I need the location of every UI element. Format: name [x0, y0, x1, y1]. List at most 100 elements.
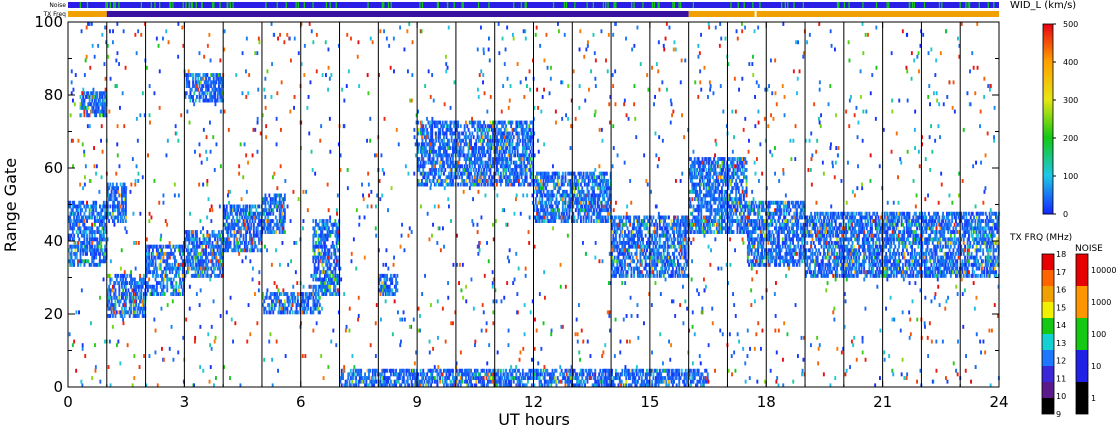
- data-cell: [790, 219, 793, 223]
- data-cell: [607, 208, 610, 213]
- noise-mark: [190, 2, 192, 8]
- data-cell: [576, 197, 579, 202]
- data-cell: [272, 211, 275, 216]
- data-cell: [690, 164, 692, 169]
- data-cell: [502, 135, 505, 140]
- data-cell: [589, 200, 591, 205]
- data-cell: [528, 146, 531, 150]
- data-cell: [711, 160, 714, 165]
- data-cell: [127, 288, 130, 293]
- data-cell: [743, 175, 745, 180]
- data-cell: [702, 164, 705, 169]
- data-cell: [794, 215, 797, 220]
- data-cell: [237, 226, 240, 231]
- data-cell: [616, 241, 619, 245]
- data-cell: [605, 182, 608, 187]
- data-cell: [238, 219, 241, 223]
- data-cell: [699, 175, 701, 180]
- data-cell: [757, 226, 760, 231]
- data-cell: [696, 197, 699, 202]
- data-cell: [88, 262, 91, 267]
- data-cell: [99, 255, 101, 260]
- data-cell: [153, 292, 156, 296]
- data-cell: [225, 237, 228, 242]
- data-cell: [252, 248, 255, 253]
- data-cell: [763, 262, 766, 267]
- data-cell: [582, 208, 585, 213]
- data-cell: [627, 230, 630, 234]
- data-cell: [770, 248, 772, 253]
- data-cell: [489, 120, 492, 125]
- data-cell: [128, 306, 131, 311]
- data-cell: [179, 266, 182, 271]
- data-cell: [737, 189, 740, 194]
- data-cell: [273, 193, 276, 198]
- data-cell: [759, 200, 762, 205]
- data-cell: [690, 226, 692, 231]
- data-cell: [162, 288, 165, 293]
- data-cell: [444, 149, 447, 154]
- data-cell: [625, 215, 628, 220]
- data-cell: [97, 211, 100, 216]
- data-cell: [273, 197, 276, 202]
- data-cell: [702, 186, 705, 191]
- data-cell: [193, 241, 196, 245]
- data-cell: [215, 233, 218, 238]
- data-cell: [424, 160, 427, 165]
- data-cell: [106, 314, 109, 318]
- data-cell: [424, 124, 427, 129]
- data-cell: [662, 259, 665, 264]
- data-cell: [686, 219, 688, 223]
- data-cell: [187, 262, 189, 267]
- data-cell: [735, 208, 738, 213]
- data-cell: [511, 120, 514, 125]
- data-cell: [630, 266, 633, 271]
- data-cell: [677, 219, 679, 223]
- data-cell: [581, 197, 584, 202]
- noise-mark: [213, 2, 215, 8]
- data-cell: [422, 168, 425, 172]
- data-cell: [574, 186, 577, 191]
- data-cell: [176, 244, 179, 249]
- data-cell: [162, 251, 165, 256]
- data-cell: [580, 200, 582, 205]
- data-cell: [568, 204, 571, 209]
- noise-mark: [172, 2, 174, 8]
- data-cell: [777, 237, 780, 242]
- data-cell: [274, 197, 277, 202]
- data-cell: [615, 215, 617, 220]
- data-cell: [538, 211, 541, 216]
- data-cell: [721, 222, 723, 227]
- data-cell: [467, 171, 470, 176]
- data-cell: [739, 211, 741, 216]
- data-cell: [449, 146, 452, 150]
- data-cell: [518, 157, 520, 161]
- data-cell: [679, 237, 682, 242]
- data-cell: [282, 226, 285, 231]
- data-cell: [262, 226, 264, 231]
- data-cell: [558, 171, 560, 176]
- data-cell: [711, 197, 714, 202]
- data-cell: [737, 219, 740, 223]
- data-cell: [205, 259, 207, 264]
- data-cell: [223, 248, 226, 253]
- data-cell: [690, 230, 692, 234]
- data-cell: [621, 233, 624, 238]
- data-cell: [167, 266, 170, 271]
- data-cell: [752, 200, 754, 205]
- data-cell: [664, 266, 666, 271]
- data-cell: [273, 222, 276, 227]
- data-cell: [481, 153, 484, 158]
- data-cell: [422, 171, 425, 176]
- data-cell: [644, 215, 647, 220]
- data-cell: [254, 219, 257, 223]
- data-cell: [546, 175, 549, 180]
- data-cell: [79, 248, 82, 253]
- data-cell: [506, 135, 509, 140]
- data-cell: [644, 222, 647, 227]
- data-cell: [450, 131, 453, 136]
- data-cell: [640, 244, 643, 249]
- data-cell: [669, 226, 672, 231]
- data-cell: [492, 146, 494, 150]
- data-cell: [83, 248, 86, 253]
